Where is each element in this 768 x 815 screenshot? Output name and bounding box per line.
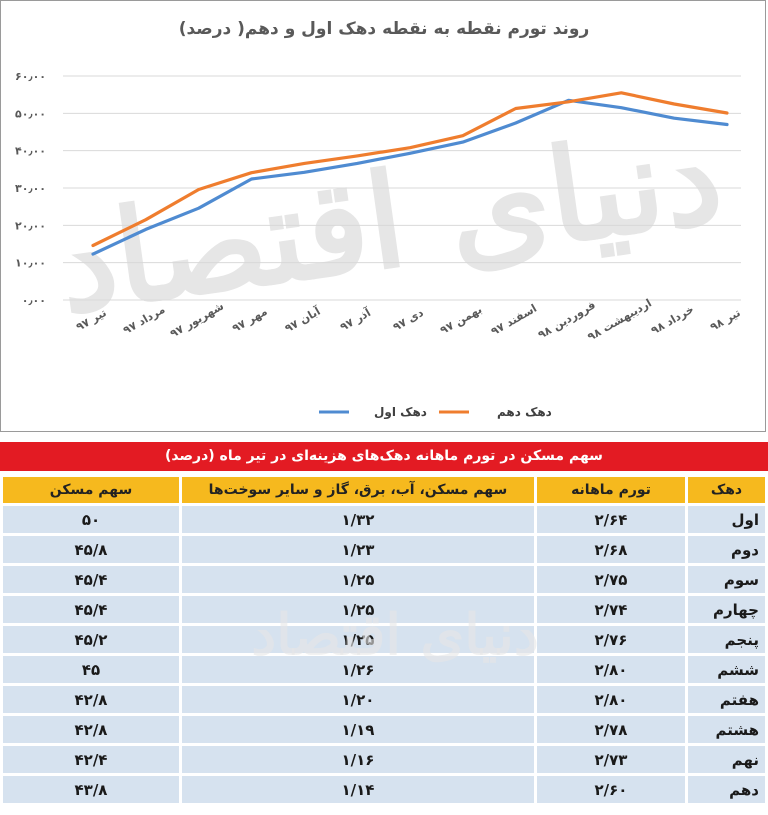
- cell-group: اول: [688, 506, 765, 533]
- table-row: پنجم ۲/۷۶ ۱/۲۵ ۴۵/۲: [3, 626, 765, 653]
- x-tick-label: تیر ۹۸: [708, 306, 743, 334]
- chart-watermark-text: دنیای اقتصاد: [48, 98, 730, 342]
- cell-fuel-share: ۱/۲۶: [182, 656, 534, 683]
- cell-inflation: ۲/۷۸: [537, 716, 685, 743]
- table-header-row: دهک تورم ماهانه سهم مسکن، آب، برق، گاز و…: [3, 477, 765, 503]
- cell-group: سوم: [688, 566, 765, 593]
- table-row: چهارم ۲/۷۴ ۱/۲۵ ۴۵/۴: [3, 596, 765, 623]
- cell-fuel-share: ۱/۲۵: [182, 626, 534, 653]
- cell-housing-share: ۴۲/۸: [3, 716, 179, 743]
- y-tick-label: ۵۰٫۰۰: [15, 107, 46, 120]
- line-chart: دنیای اقتصاد ۰٫۰۰ ۱۰٫۰۰ ۲۰٫۰۰ ۳۰٫۰۰ ۴۰٫۰۰ ۵۰٫…: [15, 70, 743, 420]
- table-row: دهم ۲/۶۰ ۱/۱۴ ۴۳/۸: [3, 776, 765, 803]
- cell-housing-share: ۴۵/۴: [3, 596, 179, 623]
- table-panel: سهم مسکن در تورم ماهانه دهک‌های هزینه‌ای…: [0, 442, 768, 815]
- cell-group: ششم: [688, 656, 765, 683]
- chart-title: روند تورم نقطه به نقطه دهک اول و دهم( در…: [178, 19, 590, 39]
- cell-group: هفتم: [688, 686, 765, 713]
- y-tick-label: ۳۰٫۰۰: [15, 182, 46, 195]
- table-row: نهم ۲/۷۳ ۱/۱۶ ۴۲/۴: [3, 746, 765, 773]
- cell-housing-share: ۴۲/۴: [3, 746, 179, 773]
- cell-fuel-share: ۱/۲۵: [182, 596, 534, 623]
- cell-group: نهم: [688, 746, 765, 773]
- cell-housing-share: ۴۵/۸: [3, 536, 179, 563]
- x-tick-label: آذر ۹۷: [337, 305, 373, 334]
- cell-housing-share: ۵۰: [3, 506, 179, 533]
- table-row: اول ۲/۶۴ ۱/۳۲ ۵۰: [3, 506, 765, 533]
- cell-group: پنجم: [688, 626, 765, 653]
- cell-housing-share: ۴۲/۸: [3, 686, 179, 713]
- x-tick-label: خرداد ۹۸: [649, 303, 696, 338]
- cell-housing-share: ۴۵/۴: [3, 566, 179, 593]
- cell-inflation: ۲/۶۸: [537, 536, 685, 563]
- cell-group: دوم: [688, 536, 765, 563]
- cell-inflation: ۲/۶۴: [537, 506, 685, 533]
- cell-housing-share: ۴۵: [3, 656, 179, 683]
- cell-housing-share: ۴۵/۲: [3, 626, 179, 653]
- table-row: هفتم ۲/۸۰ ۱/۲۰ ۴۲/۸: [3, 686, 765, 713]
- cell-fuel-share: ۱/۱۶: [182, 746, 534, 773]
- x-tick-label: اردیبهشت ۹۸: [585, 296, 654, 343]
- series-line-1: [91, 98, 729, 256]
- table-watermark-text: دنیای اقتصاد: [251, 602, 539, 668]
- table-row: دوم ۲/۶۸ ۱/۲۳ ۴۵/۸: [3, 536, 765, 563]
- y-tick-label: ۴۰٫۰۰: [15, 145, 46, 158]
- y-tick-label: ۱۰٫۰۰: [15, 257, 46, 270]
- cell-fuel-share: ۱/۲۵: [182, 566, 534, 593]
- table-row: ششم ۲/۸۰ ۱/۲۶ ۴۵: [3, 656, 765, 683]
- header-fuel-share: سهم مسکن، آب، برق، گاز و سایر سوخت‌ها: [182, 477, 534, 503]
- chart-panel: دنیای اقتصاد ۰٫۰۰ ۱۰٫۰۰ ۲۰٫۰۰ ۳۰٫۰۰ ۴۰٫۰۰ ۵۰٫…: [0, 0, 766, 432]
- cell-group: هشتم: [688, 716, 765, 743]
- header-group: دهک: [688, 477, 765, 503]
- chart-legend: دهک اول دهک دهم: [319, 405, 552, 420]
- cell-group: چهارم: [688, 596, 765, 623]
- cell-fuel-share: ۱/۱۹: [182, 716, 534, 743]
- cell-inflation: ۲/۷۶: [537, 626, 685, 653]
- cell-fuel-share: ۱/۲۰: [182, 686, 534, 713]
- table-watermark: دنیای اقتصاد: [251, 602, 539, 668]
- cell-inflation: ۲/۶۰: [537, 776, 685, 803]
- legend-label-1: دهک اول: [374, 405, 427, 420]
- cell-inflation: ۲/۸۰: [537, 656, 685, 683]
- chart-watermark: دنیای اقتصاد: [48, 98, 730, 342]
- x-tick-label: دی ۹۷: [391, 306, 426, 334]
- cell-inflation: ۲/۷۵: [537, 566, 685, 593]
- cell-inflation: ۲/۷۳: [537, 746, 685, 773]
- y-tick-label: ۰٫۰۰: [22, 294, 46, 307]
- cell-fuel-share: ۱/۱۴: [182, 776, 534, 803]
- series-line-2: [91, 91, 729, 248]
- cell-inflation: ۲/۸۰: [537, 686, 685, 713]
- legend-label-2: دهک دهم: [497, 405, 552, 419]
- header-housing-share: سهم مسکن: [3, 477, 179, 503]
- y-tick-label: ۶۰٫۰۰: [15, 70, 46, 83]
- x-tick-label: بهمن ۹۷: [438, 303, 484, 337]
- x-tick-label: اسفند ۹۷: [489, 302, 539, 339]
- cell-fuel-share: ۱/۳۲: [182, 506, 534, 533]
- data-table: دهک تورم ماهانه سهم مسکن، آب، برق، گاز و…: [0, 474, 768, 806]
- table-row: هشتم ۲/۷۸ ۱/۱۹ ۴۲/۸: [3, 716, 765, 743]
- header-inflation: تورم ماهانه: [537, 477, 685, 503]
- y-tick-label: ۲۰٫۰۰: [15, 219, 46, 232]
- cell-inflation: ۲/۷۴: [537, 596, 685, 623]
- table-row: سوم ۲/۷۵ ۱/۲۵ ۴۵/۴: [3, 566, 765, 593]
- cell-housing-share: ۴۳/۸: [3, 776, 179, 803]
- cell-fuel-share: ۱/۲۳: [182, 536, 534, 563]
- cell-group: دهم: [688, 776, 765, 803]
- table-title: سهم مسکن در تورم ماهانه دهک‌های هزینه‌ای…: [0, 442, 768, 471]
